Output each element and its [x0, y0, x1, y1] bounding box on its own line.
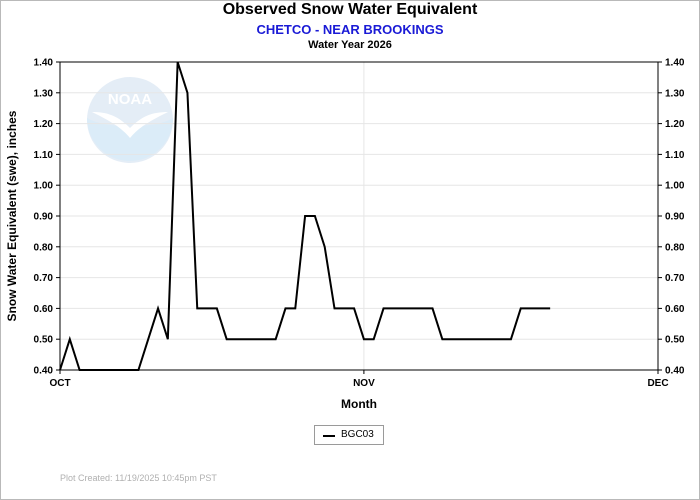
y-tick-label-right: 0.50 [665, 335, 685, 346]
y-tick-label-left: 0.70 [34, 273, 54, 284]
y-tick-label-right: 1.30 [665, 88, 685, 99]
y-tick-label-right: 0.60 [665, 304, 685, 315]
noaa-logo: NOAA [87, 77, 173, 163]
x-tick-label: DEC [647, 378, 668, 389]
y-axis-label: Snow Water Equivalent (swe), inches [5, 110, 19, 321]
y-tick-label-right: 0.40 [665, 366, 685, 377]
legend-label: BGC03 [341, 429, 374, 440]
y-tick-label-left: 1.40 [34, 58, 54, 69]
x-tick-label: OCT [49, 378, 70, 389]
x-axis-label: Month [341, 397, 377, 411]
y-tick-label-left: 1.00 [34, 181, 54, 192]
y-tick-label-left: 1.10 [34, 150, 54, 161]
y-tick-label-left: 0.90 [34, 212, 54, 223]
y-tick-label-left: 0.80 [34, 242, 54, 253]
noaa-logo-bird [92, 112, 168, 138]
series-layer [59, 61, 551, 371]
noaa-logo-text: NOAA [108, 91, 152, 108]
y-tick-label-right: 1.40 [665, 58, 685, 69]
y-tick-label-right: 0.90 [665, 212, 685, 223]
y-tick-label-left: 1.30 [34, 88, 54, 99]
y-tick-label-right: 1.10 [665, 150, 685, 161]
station-subtitle: CHETCO - NEAR BROOKINGS [256, 22, 444, 37]
y-tick-label-right: 1.00 [665, 181, 685, 192]
chart-title: Observed Snow Water Equivalent [222, 1, 478, 18]
water-year-subtitle: Water Year 2026 [308, 39, 392, 51]
legend: BGC03 [314, 425, 384, 445]
series-line-bgc03 [59, 61, 551, 371]
y-tick-label-left: 0.40 [34, 366, 54, 377]
y-tick-label-right: 0.70 [665, 273, 685, 284]
noaa-logo-sea [87, 118, 173, 161]
x-tick-label: NOV [353, 378, 375, 389]
y-tick-label-left: 0.50 [34, 335, 54, 346]
legend-swatch [323, 435, 335, 437]
axis-layer: 0.40 0.40 0.50 0.50 0.60 0.60 0.70 0.70 0.80 0.80… [34, 58, 685, 390]
y-tick-label-left: 0.60 [34, 304, 54, 315]
y-tick-label-right: 1.20 [665, 119, 685, 130]
y-tick-label-left: 1.20 [34, 119, 54, 130]
y-tick-label-right: 0.80 [665, 242, 685, 253]
plot-created-footer: Plot Created: 11/19/2025 10:45pm PST [60, 473, 217, 483]
